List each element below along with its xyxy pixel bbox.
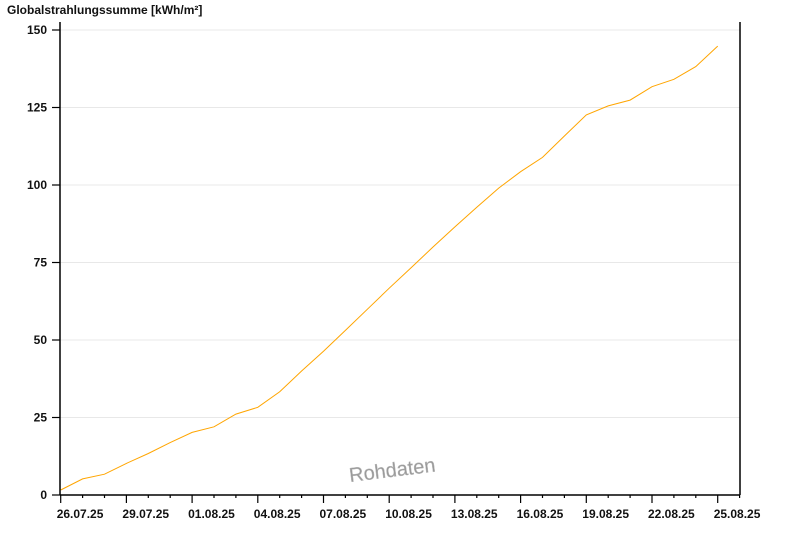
y-tick-label: 25: [34, 411, 48, 425]
y-axis-labels: 0 25 50 75 100 125 150: [27, 23, 60, 502]
x-tick-label: 07.08.25: [320, 507, 367, 521]
chart-title: Globalstrahlungssumme [kWh/m²]: [7, 3, 202, 17]
y-tick-label: 150: [27, 23, 47, 37]
series-layer: [61, 46, 718, 490]
x-tick-label: 26.07.25: [57, 507, 104, 521]
x-tick-label: 16.08.25: [517, 507, 564, 521]
y-tick-label: 125: [27, 101, 47, 115]
x-tick-label: 29.07.25: [122, 507, 169, 521]
x-tick-label: 19.08.25: [582, 507, 629, 521]
y-tick-label: 100: [27, 178, 47, 192]
x-axis-labels: 26.07.25 29.07.25 01.08.25 04.08.25 07.08.25…: [57, 507, 761, 521]
series-line: [61, 46, 718, 490]
y-tick-label: 0: [40, 488, 47, 502]
y-tick-label: 75: [34, 256, 48, 270]
x-tick-label: 04.08.25: [254, 507, 301, 521]
x-tick-label: 22.08.25: [648, 507, 695, 521]
gridlines: [60, 30, 740, 418]
x-tick-label: 25.08.25: [714, 507, 761, 521]
y-tick-label: 50: [34, 333, 48, 347]
watermark: Rohdaten: [348, 455, 437, 487]
x-tick-label: 10.08.25: [385, 507, 432, 521]
x-axis-ticks: [61, 495, 740, 503]
x-tick-label: 01.08.25: [188, 507, 235, 521]
x-tick-label: 13.08.25: [451, 507, 498, 521]
